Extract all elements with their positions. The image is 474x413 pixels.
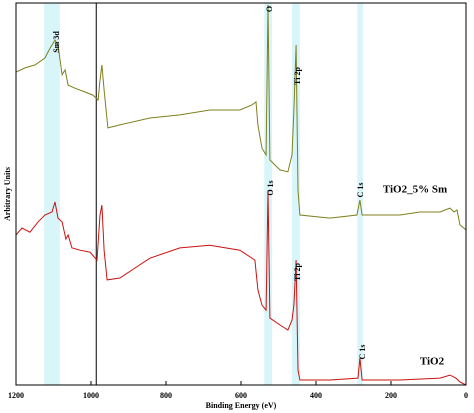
x-tick-label: 200: [385, 391, 397, 400]
x-tick-label: 600: [235, 391, 247, 400]
x-axis-label: Binding Energy (eV): [206, 401, 277, 410]
highlight-band: [357, 3, 363, 385]
x-tick-label: 1000: [83, 391, 99, 400]
peak-annotation: O 1s: [266, 180, 275, 195]
y-axis-label: Arbitrary Units: [3, 167, 12, 221]
peak-annotation: C 1s: [356, 183, 365, 198]
x-tick-label: 0: [464, 391, 468, 400]
x-tick-label: 400: [310, 391, 322, 400]
peak-annotation: Ti 2p: [293, 263, 302, 281]
series-label: TiO2: [420, 356, 445, 368]
peak-annotation: C 1s: [358, 345, 367, 360]
x-tick-label: 800: [160, 391, 172, 400]
spectrum-line: [15, 4, 467, 231]
highlight-band: [44, 3, 60, 385]
plot-frame: [15, 2, 467, 386]
x-tick-label: 1200: [8, 391, 24, 400]
peak-annotation: Sm 3d: [52, 31, 61, 53]
peak-annotation: Ti 2p: [293, 67, 302, 85]
highlight-band: [292, 3, 300, 385]
peak-annotation: O: [265, 6, 274, 12]
series-label: TiO2_5% Sm: [383, 184, 447, 196]
spectrum-line: [15, 190, 467, 386]
